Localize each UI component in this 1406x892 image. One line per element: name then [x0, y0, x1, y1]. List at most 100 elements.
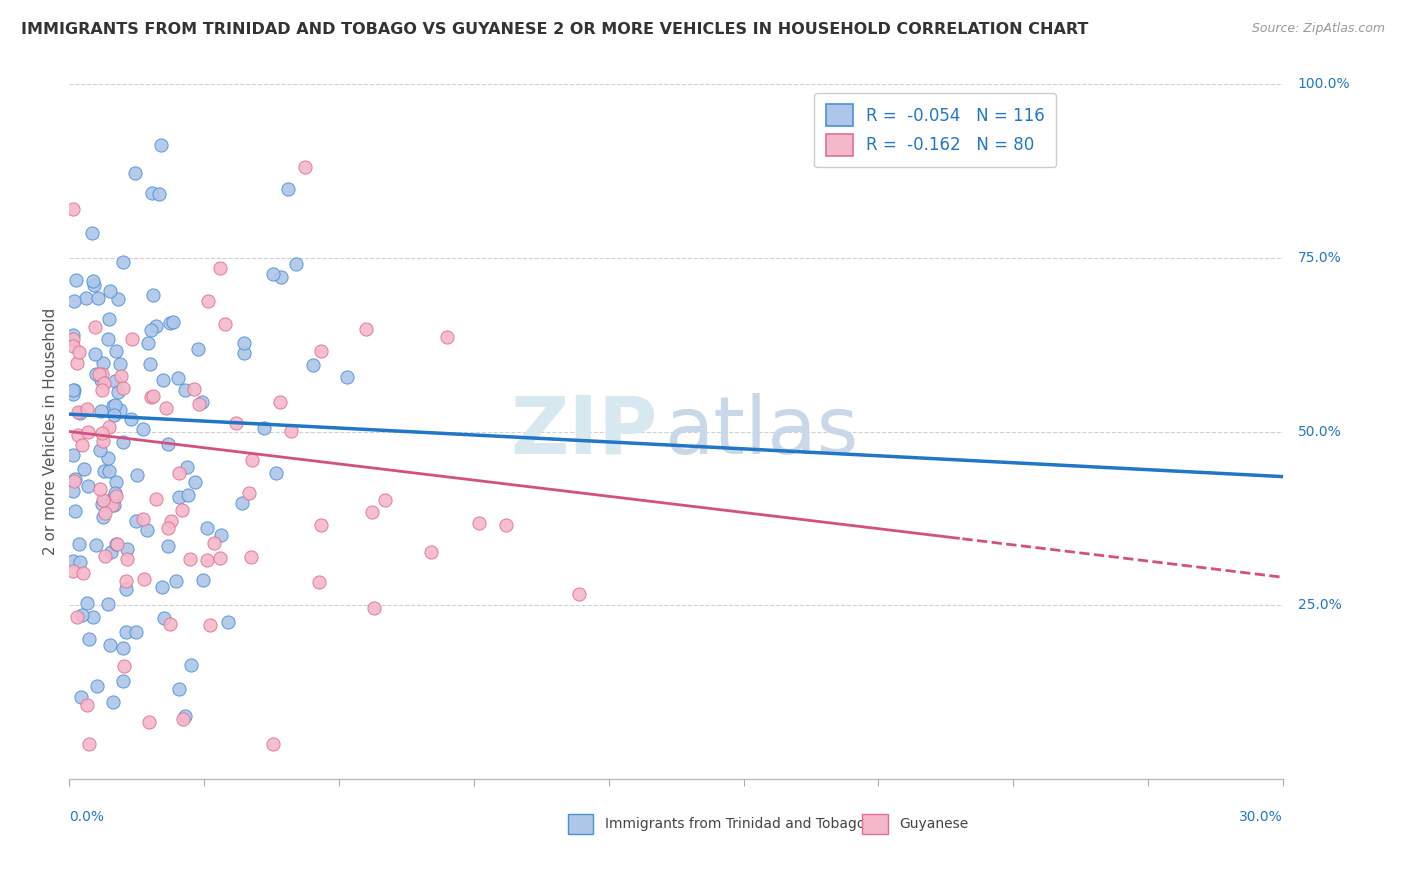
Point [197, 553, 219, 567]
Text: 30.0%: 30.0% [1239, 810, 1284, 824]
Point [67, 345, 90, 359]
Point [62, 386, 84, 401]
Point [90, 404, 112, 418]
Text: IMMIGRANTS FROM TRINIDAD AND TOBAGO VS GUYANESE 2 OR MORE VEHICLES IN HOUSEHOLD : IMMIGRANTS FROM TRINIDAD AND TOBAGO VS G… [21, 22, 1088, 37]
Text: 100.0%: 100.0% [1298, 78, 1350, 92]
Point [125, 624, 148, 639]
Point [104, 489, 127, 503]
Point [197, 293, 219, 308]
Point [202, 535, 225, 549]
Point [103, 398, 125, 412]
Point [91, 356, 114, 370]
Point [183, 383, 205, 397]
Point [97, 451, 120, 466]
Point [65, 357, 87, 371]
Point [121, 332, 143, 346]
Point [115, 574, 138, 589]
Point [139, 357, 162, 371]
Point [136, 336, 159, 351]
Point [114, 624, 136, 639]
Point [98, 464, 121, 478]
Point [103, 409, 125, 423]
Point [209, 551, 232, 566]
Point [84, 319, 107, 334]
Point [145, 319, 167, 334]
Point [105, 536, 128, 550]
Point [62, 484, 84, 499]
Text: atlas: atlas [664, 392, 859, 470]
Point [187, 342, 209, 356]
Point [62, 202, 84, 217]
Point [67, 405, 90, 419]
Point [101, 498, 124, 512]
Text: ZIP: ZIP [510, 392, 658, 470]
Point [309, 344, 332, 359]
Point [105, 475, 128, 489]
Text: Immigrants from Trinidad and Tobago: Immigrants from Trinidad and Tobago [605, 817, 865, 831]
Point [253, 421, 276, 435]
Point [82, 610, 104, 624]
Point [103, 486, 125, 500]
Point [139, 390, 162, 404]
Point [101, 696, 124, 710]
Point [170, 503, 193, 517]
Point [150, 138, 173, 153]
Point [62, 383, 84, 397]
Point [336, 370, 359, 384]
Legend: R =  -0.054   N = 116, R =  -0.162   N = 80: R = -0.054 N = 116, R = -0.162 N = 80 [814, 93, 1056, 168]
Point [80, 227, 103, 241]
Point [266, 466, 288, 480]
Point [112, 640, 135, 655]
Point [63, 503, 86, 517]
Point [77, 479, 100, 493]
Point [217, 615, 239, 629]
Point [127, 468, 149, 483]
Point [62, 332, 84, 346]
Point [302, 359, 325, 373]
Point [162, 315, 184, 329]
Point [120, 412, 142, 426]
Point [169, 490, 191, 504]
Point [97, 419, 120, 434]
Point [156, 539, 179, 553]
Point [112, 673, 135, 688]
Point [66, 427, 89, 442]
Point [174, 383, 197, 397]
Point [89, 442, 111, 457]
Point [69, 406, 91, 420]
Point [104, 374, 127, 388]
Text: 25.0%: 25.0% [1298, 598, 1341, 612]
Point [69, 690, 91, 704]
Point [270, 270, 292, 285]
Point [115, 582, 138, 597]
Point [93, 465, 115, 479]
Point [363, 600, 385, 615]
Point [136, 523, 159, 537]
Point [468, 516, 491, 531]
Point [62, 564, 84, 578]
Point [131, 512, 153, 526]
Point [225, 417, 247, 431]
Point [159, 617, 181, 632]
Point [66, 610, 89, 624]
Point [150, 580, 173, 594]
Point [294, 160, 316, 174]
Point [72, 566, 94, 580]
Point [280, 424, 302, 438]
Point [104, 343, 127, 358]
Point [183, 475, 205, 489]
Point [419, 545, 441, 559]
Point [62, 339, 84, 353]
Point [361, 505, 384, 519]
Point [172, 713, 194, 727]
Point [98, 638, 121, 652]
Point [93, 549, 115, 563]
Point [167, 467, 190, 481]
Text: 0.0%: 0.0% [69, 810, 104, 824]
Point [142, 288, 165, 302]
Point [142, 388, 165, 402]
Point [91, 510, 114, 524]
Point [103, 498, 125, 512]
Point [277, 182, 299, 196]
Point [62, 327, 84, 342]
